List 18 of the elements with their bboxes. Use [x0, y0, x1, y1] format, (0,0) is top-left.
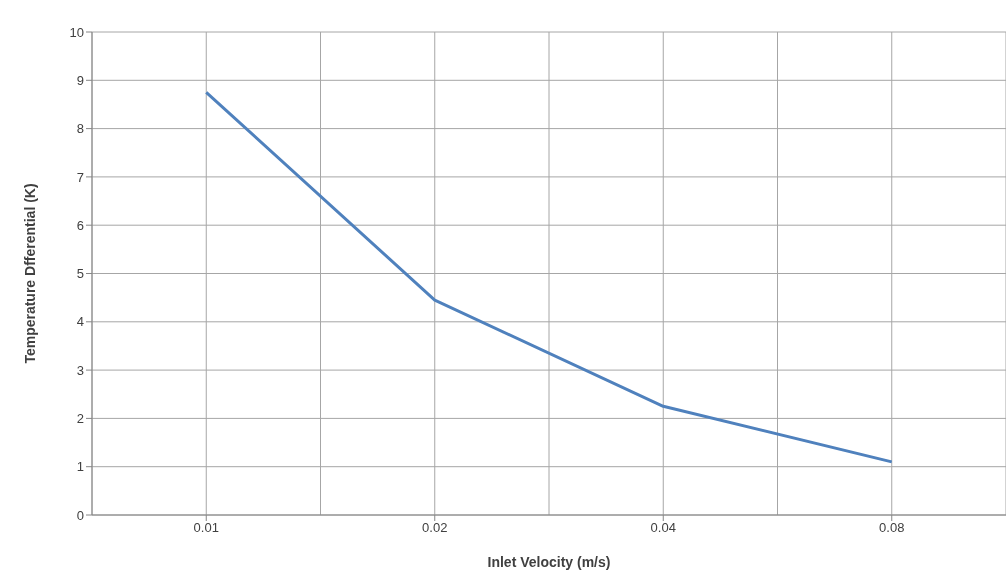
x-tick-label: 0.08	[879, 520, 905, 536]
y-tick-label: 8	[76, 121, 84, 137]
y-tick-label: 3	[76, 362, 84, 378]
x-tick-label: 0.04	[650, 520, 676, 536]
y-tick-label: 6	[76, 217, 84, 233]
y-axis-title: Temperature Dfferential (K)	[21, 183, 38, 364]
x-tick-label: 0.01	[193, 520, 219, 536]
x-axis-title: Inlet Velocity (m/s)	[487, 554, 611, 570]
y-tick-label: 4	[76, 314, 84, 330]
y-tick-label: 1	[76, 459, 84, 475]
x-tick-label: 0.02	[422, 520, 448, 536]
line-series	[204, 90, 894, 464]
y-tick-label: 2	[76, 411, 84, 427]
y-tick-label: 5	[76, 266, 84, 282]
y-tick-label: 7	[76, 169, 84, 185]
y-tick-label: 10	[69, 24, 84, 40]
y-tick-label: 9	[76, 72, 84, 88]
y-tick-label: 0	[76, 507, 84, 523]
